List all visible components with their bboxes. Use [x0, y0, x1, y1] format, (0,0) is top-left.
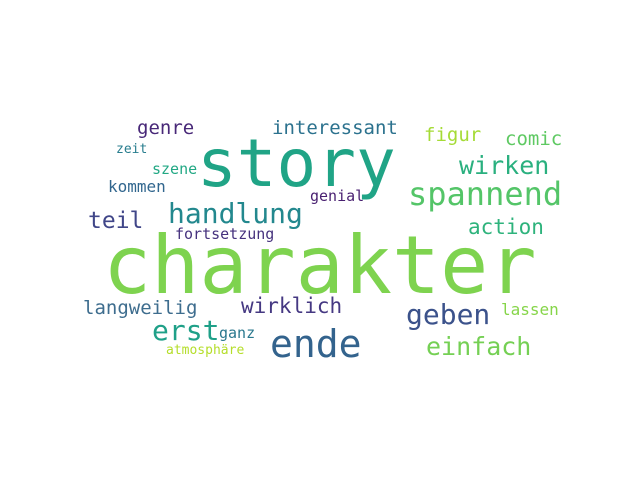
word-einfach: einfach	[426, 332, 532, 361]
word-szene: szene	[152, 160, 198, 178]
word-langweilig: langweilig	[83, 297, 198, 319]
word-zeit: zeit	[116, 142, 148, 157]
word-wirken: wirken	[459, 151, 550, 180]
word-handlung: handlung	[168, 197, 303, 230]
word-action: action	[468, 215, 544, 239]
word-erst: erst	[152, 314, 220, 347]
word-genre: genre	[137, 117, 195, 139]
word-spannend: spannend	[408, 175, 563, 213]
word-atmosphare: atmosphäre	[166, 343, 245, 358]
word-fortsetzung: fortsetzung	[175, 225, 275, 243]
word-figur: figur	[424, 124, 482, 146]
word-lassen: lassen	[501, 300, 559, 319]
word-geben: geben	[406, 298, 491, 331]
word-wirklich: wirklich	[241, 294, 343, 318]
word-teil: teil	[88, 208, 144, 234]
word-genial: genial	[310, 187, 365, 205]
word-charakter: charakter	[103, 219, 537, 312]
word-comic: comic	[505, 128, 563, 150]
word-story: story	[197, 125, 396, 202]
word-interessant: interessant	[272, 117, 398, 139]
word-kommen: kommen	[108, 177, 166, 196]
word-ganz: ganz	[219, 324, 256, 342]
word-ende: ende	[270, 322, 362, 366]
